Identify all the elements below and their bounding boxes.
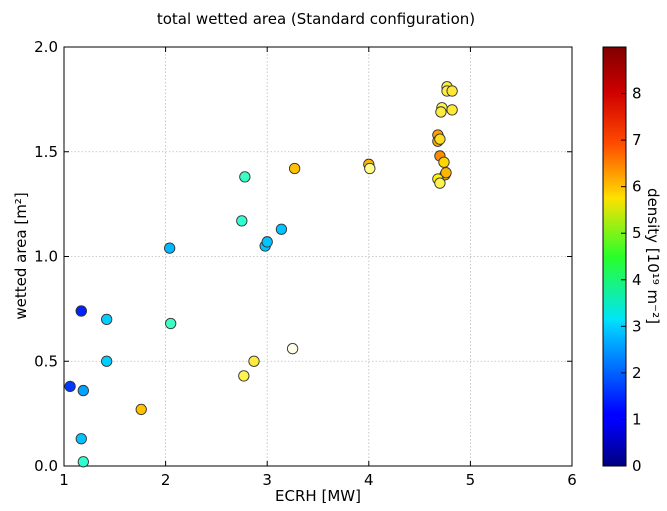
chart-title: total wetted area (Standard configuratio… (157, 10, 475, 28)
colorbar-tick-label: 1 (632, 410, 642, 428)
scatter-point (135, 403, 147, 416)
colorbar-gradient (602, 46, 627, 467)
x-tick-label: 5 (466, 471, 476, 489)
scatter-point (435, 106, 447, 118)
scatter-point (101, 313, 113, 325)
scatter-point (434, 177, 446, 189)
scatter-point (77, 456, 89, 468)
x-axis-title: ECRH [MW] (275, 487, 361, 505)
scatter-point (239, 171, 251, 183)
scatter-point (101, 355, 113, 367)
colorbar-tick-label: 5 (632, 224, 642, 242)
scatter-point (286, 343, 299, 355)
x-tick-label: 3 (262, 471, 272, 489)
scatter-point (288, 162, 301, 175)
y-tick-label: 0.5 (34, 352, 58, 370)
colorbar-tick-label: 0 (632, 457, 642, 475)
scatter-point (438, 156, 450, 168)
colorbar-ticks: 0 1 2 3 4 5 6 7 8 (621, 85, 642, 475)
y-axis-title: wetted area [m²] (12, 192, 30, 319)
y-tick-label: 1.0 (34, 248, 58, 266)
scatter-point (275, 223, 288, 235)
scatter-point (440, 167, 452, 179)
x-tick-label: 4 (364, 471, 374, 489)
scatter-point (446, 85, 458, 97)
scatter-point (364, 162, 376, 175)
x-tick-label: 1 (59, 471, 69, 489)
scatter-point (446, 104, 458, 116)
scatter-point (164, 242, 176, 254)
colorbar-tick-label: 8 (632, 85, 642, 103)
colorbar-tick-label: 6 (632, 178, 642, 196)
colorbar-tick-label: 7 (632, 131, 642, 149)
colorbar-label: density [10¹⁹ m⁻²] (644, 188, 662, 324)
scatter-point (261, 236, 273, 248)
scatter-point (434, 133, 446, 145)
y-tick-label: 0.0 (34, 457, 58, 475)
colorbar: 0 1 2 3 4 5 6 7 8 density [10¹⁹ m⁻²] (602, 46, 662, 475)
y-tick-label: 2.0 (34, 38, 58, 56)
scatter-point (236, 215, 248, 227)
axis-ticks: 1 2 3 4 5 6 0.0 0.5 1.0 1.5 2.0 (34, 38, 577, 489)
scatter-point (77, 384, 89, 397)
colorbar-tick-label: 2 (632, 364, 642, 382)
x-tick-label: 2 (161, 471, 171, 489)
scatter-point (64, 380, 76, 393)
scatter-point (75, 305, 87, 317)
x-tick-label: 6 (567, 471, 577, 489)
scatter-point (248, 355, 260, 367)
scatter-point (238, 370, 250, 382)
grid-lines (63, 46, 573, 467)
data-points (64, 81, 458, 468)
colorbar-tick-label: 4 (632, 271, 642, 289)
scatter-point (165, 317, 177, 330)
scatter-point (75, 433, 87, 445)
colorbar-tick-label: 3 (632, 317, 642, 335)
y-tick-label: 1.5 (34, 143, 58, 161)
